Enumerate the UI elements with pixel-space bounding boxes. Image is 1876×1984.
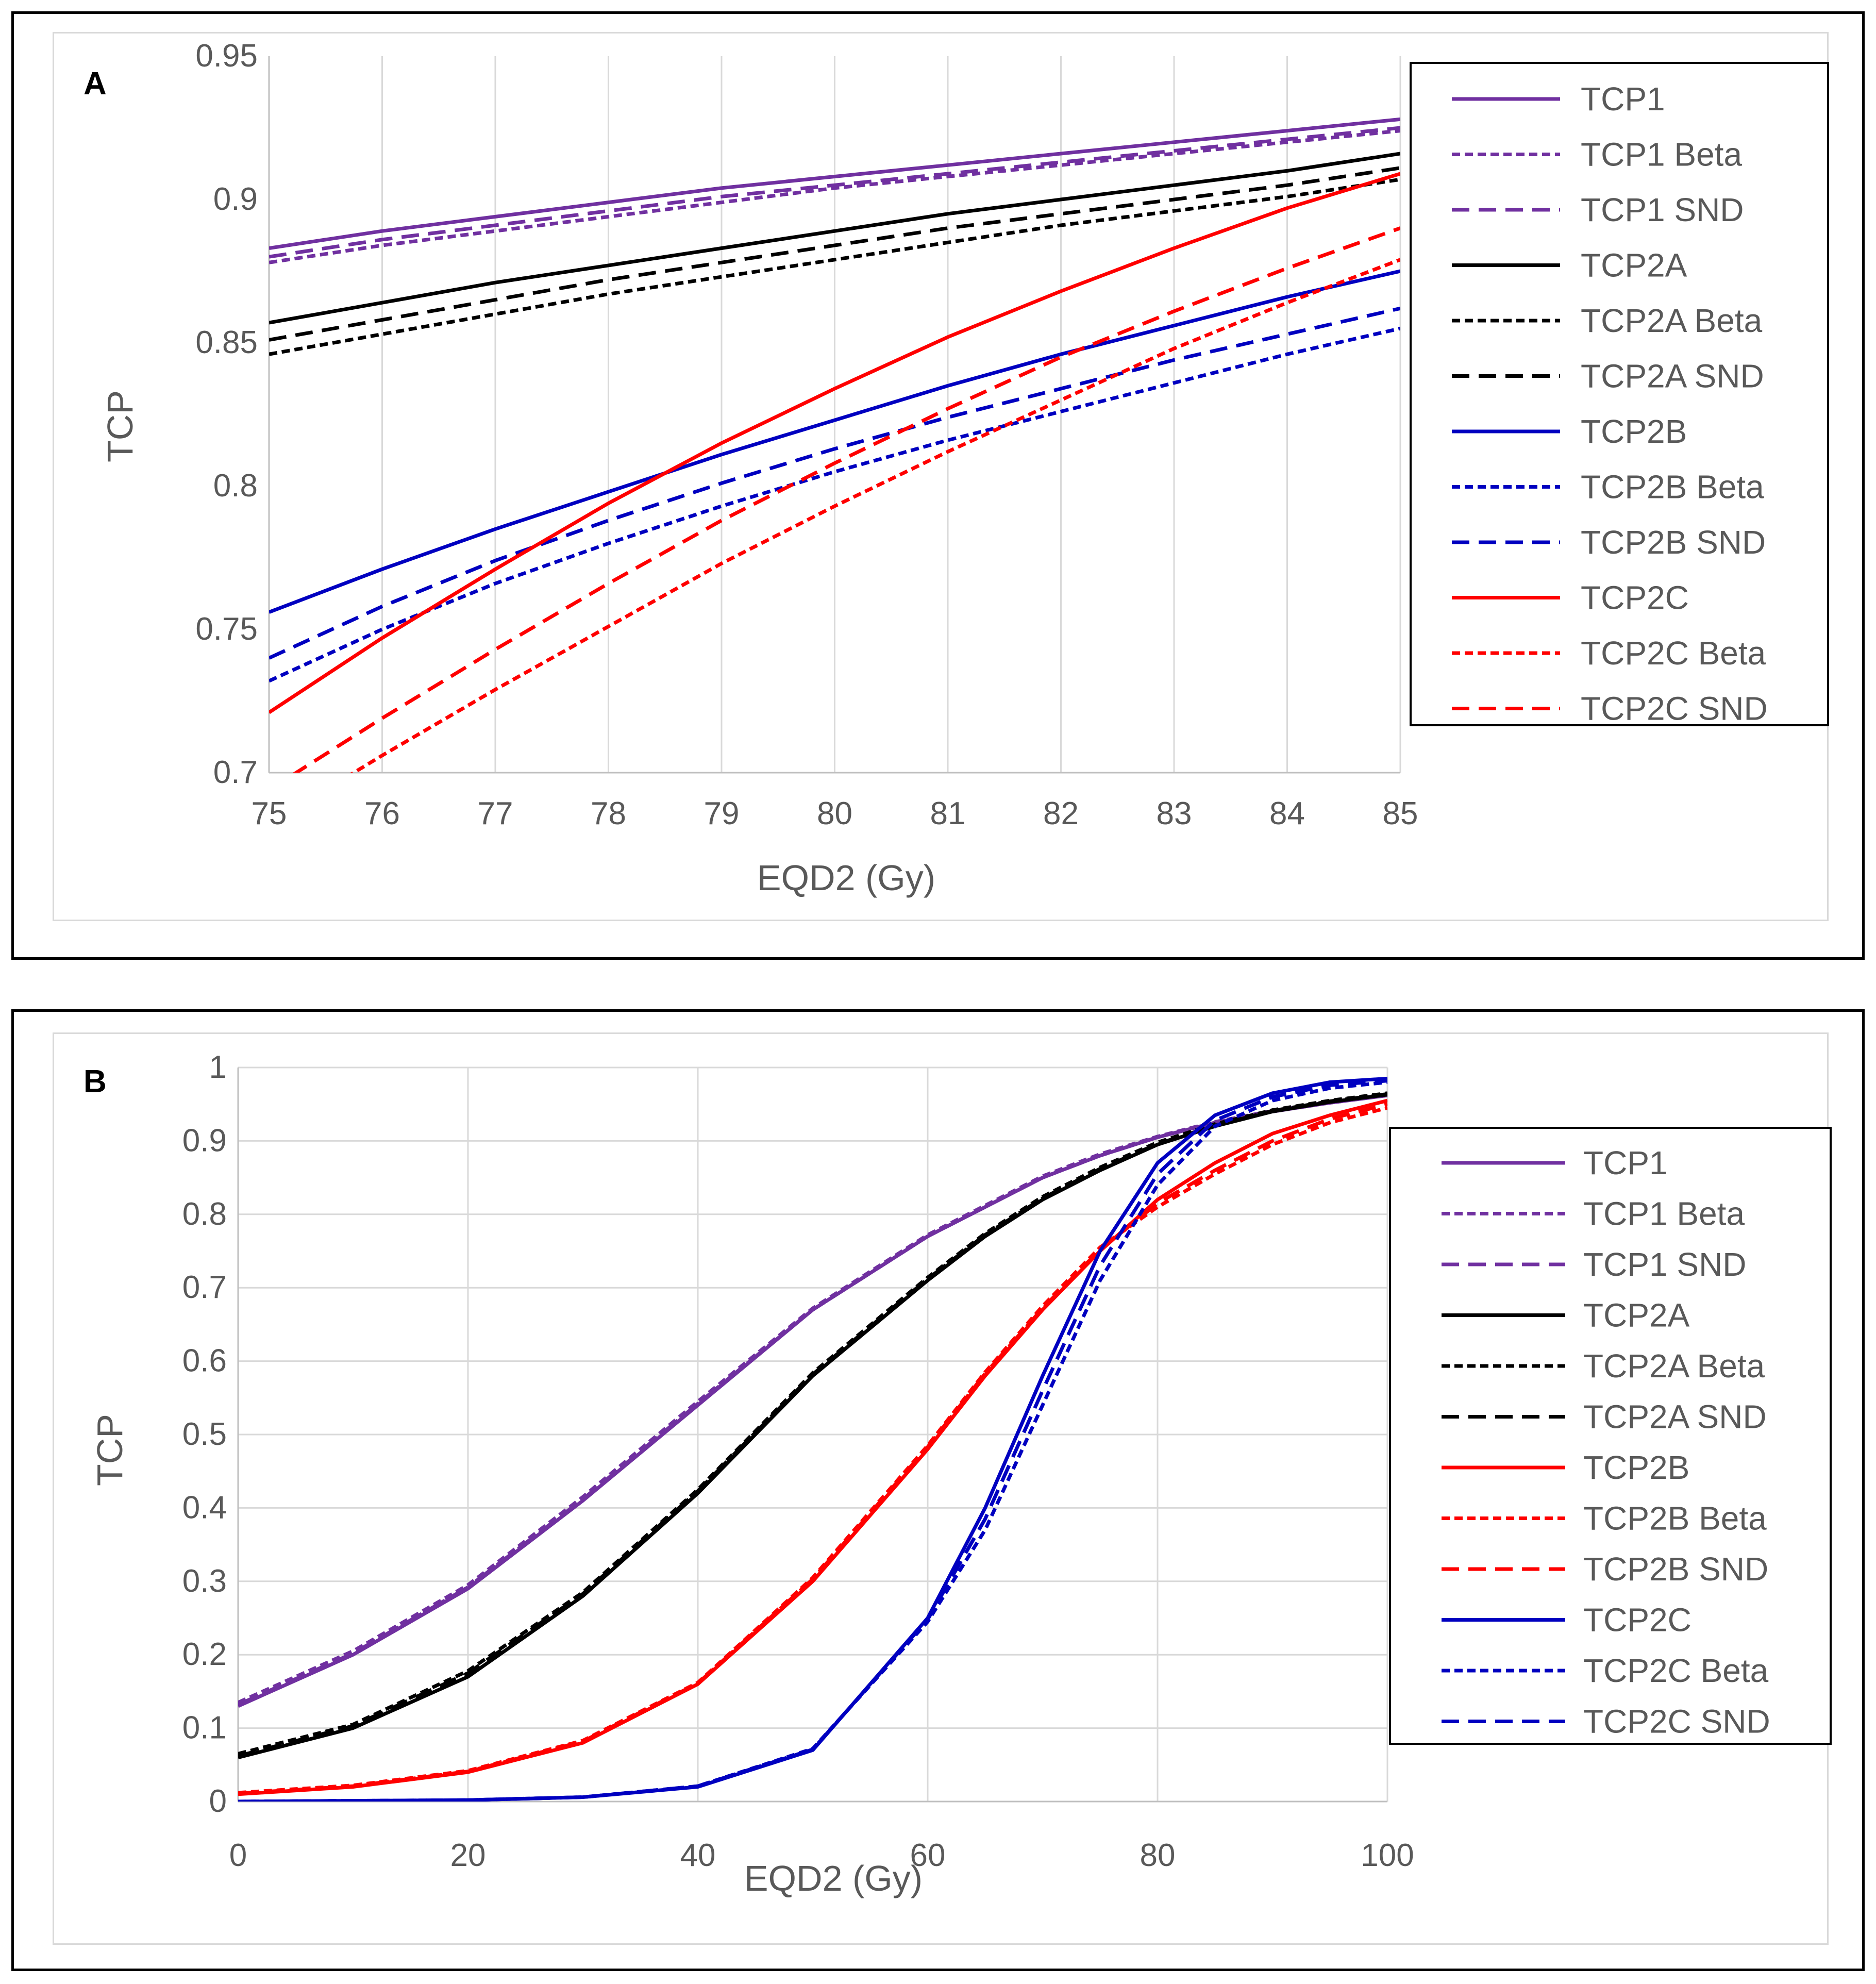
y-tick-label: 0.1: [182, 1710, 227, 1746]
x-axis-title: EQD2 (Gy): [744, 1858, 923, 1898]
series-line-tcp2c-beta: [238, 1080, 1387, 1802]
series-line-tcp1: [238, 1093, 1387, 1708]
legend-entry: TCP2B Beta: [1581, 469, 1764, 506]
series-line-tcp1-snd: [269, 126, 1400, 259]
series-line-tcp2c-snd: [238, 1079, 1387, 1802]
x-tick-label: 40: [680, 1838, 716, 1873]
y-axis-title: TCP: [90, 1414, 130, 1486]
legend-box: [1410, 62, 1829, 726]
series-line-tcp1: [269, 117, 1400, 250]
series-line-tcp2a-beta: [269, 177, 1400, 356]
panel-b: B 0 0.1 0.2 0.3 0.4 0.5 0.6 0.7 0.8 0.9 1 0 20 40 60 80…: [11, 1009, 1865, 1971]
panel-a-label: A: [83, 66, 107, 102]
x-tick-label: 77: [478, 796, 513, 831]
legend-entry: TCP2C Beta: [1581, 635, 1766, 672]
series-line-tcp2c-snd: [293, 226, 1400, 773]
legend-entry: TCP2B: [1583, 1449, 1689, 1486]
legend-entry: TCP1 Beta: [1583, 1195, 1745, 1232]
y-tick-label: 0.6: [182, 1343, 227, 1379]
series-line-tcp2c-beta: [350, 258, 1400, 773]
x-tick-label: 79: [704, 796, 740, 831]
series-line-tcp1-beta: [269, 129, 1400, 264]
y-tick-label: 0.8: [182, 1196, 227, 1232]
y-tick-label: 1: [209, 1049, 227, 1085]
y-tick-label: 0.9: [182, 1123, 227, 1158]
y-tick-label: 0.3: [182, 1563, 227, 1599]
legend-entry: TCP2A SND: [1583, 1398, 1767, 1436]
legend-entry: TCP1 SND: [1581, 191, 1744, 228]
legend-entry: TCP2A: [1581, 247, 1687, 284]
series-line-tcp1-snd: [238, 1093, 1387, 1707]
y-tick-label: 0.95: [195, 38, 258, 74]
series-line-tcp2a: [269, 152, 1400, 325]
x-tick-label: 81: [930, 796, 966, 831]
legend-entry: TCP2C: [1583, 1602, 1691, 1639]
x-tick-label: 84: [1269, 796, 1305, 831]
x-tick-label: 78: [591, 796, 626, 831]
y-tick-label: 0.2: [182, 1637, 227, 1672]
y-tick-label: 0.85: [195, 325, 258, 360]
panel-b-label: B: [83, 1064, 107, 1099]
legend-entry: TCP2C SND: [1583, 1703, 1770, 1740]
series-line-tcp2b-snd: [238, 1102, 1387, 1795]
y-tick-label: 0.8: [213, 468, 258, 504]
x-tick-label: 60: [910, 1838, 946, 1873]
panel-b-chart: 0 0.1 0.2 0.3 0.4 0.5 0.6 0.7 0.8 0.9 1 0 20 40 60 80 10…: [90, 1049, 1832, 1898]
x-tick-label: 76: [364, 796, 400, 831]
series-line-tcp2a-snd: [269, 166, 1400, 342]
y-tick-label: 0.5: [182, 1416, 227, 1452]
panel-a-chart: 0.7 0.75 0.8 0.85 0.9 0.95 75 76 77 78 79 80 81 82 83 8…: [100, 38, 1829, 898]
x-axis-title: EQD2 (Gy): [757, 858, 935, 898]
legend-entry: TCP2A: [1583, 1297, 1690, 1334]
legend-entry: TCP1: [1583, 1144, 1668, 1181]
x-tick-label: 75: [252, 796, 287, 831]
y-tick-label: 0.4: [182, 1490, 227, 1525]
y-tick-label: 0.9: [213, 181, 258, 217]
x-tick-label: 20: [450, 1838, 486, 1873]
legend-entry: TCP2A Beta: [1583, 1347, 1765, 1385]
series-line-tcp2b-snd: [269, 306, 1400, 660]
legend-entry: TCP1 Beta: [1581, 136, 1742, 173]
series-line-tcp2c: [269, 172, 1400, 714]
x-tick-label: 85: [1383, 796, 1418, 831]
legend-entry: TCP2B SND: [1583, 1550, 1768, 1588]
legend-box: [1389, 1127, 1832, 1745]
legend-entry: TCP2C: [1581, 579, 1689, 616]
legend-entry: TCP2A SND: [1581, 358, 1764, 395]
series-line-tcp2c: [238, 1076, 1387, 1802]
series-line-tcp2b: [238, 1098, 1387, 1796]
y-tick-label: 0: [209, 1783, 227, 1819]
y-tick-label: 0.7: [182, 1270, 227, 1305]
x-tick-label: 0: [229, 1838, 247, 1873]
legend-entry: TCP2C SND: [1581, 690, 1768, 727]
series-line-tcp2a: [238, 1093, 1387, 1759]
x-tick-label: 83: [1157, 796, 1192, 831]
x-tick-label: 100: [1361, 1838, 1414, 1873]
legend-entry: TCP1 SND: [1583, 1246, 1747, 1283]
y-tick-label: 0.7: [213, 755, 258, 790]
legend-entry: TCP2A Beta: [1581, 302, 1763, 339]
legend-entry: TCP2B SND: [1581, 524, 1766, 561]
x-tick-label: 82: [1043, 796, 1079, 831]
y-tick-label: 0.75: [195, 611, 258, 647]
legend-entry: TCP2B Beta: [1583, 1500, 1767, 1537]
series-line-tcp1-beta: [238, 1093, 1387, 1704]
y-axis-title: TCP: [100, 390, 140, 462]
series-line-tcp2b: [269, 269, 1400, 614]
x-tick-label: 80: [817, 796, 852, 831]
legend-entry: TCP2B: [1581, 413, 1687, 450]
legend-entry: TCP1: [1581, 80, 1665, 118]
series-line-tcp2b-beta: [238, 1106, 1387, 1795]
series-line-tcp2b-beta: [269, 326, 1400, 683]
panel-a: A 0.7 0.75 0.8 0.85 0.9 0.95 75 76 77 78 79 80 81 82 8…: [11, 11, 1865, 960]
x-tick-label: 80: [1140, 1838, 1176, 1873]
series-line-tcp2a-snd: [238, 1092, 1387, 1758]
legend-entry: TCP2C Beta: [1583, 1652, 1769, 1689]
